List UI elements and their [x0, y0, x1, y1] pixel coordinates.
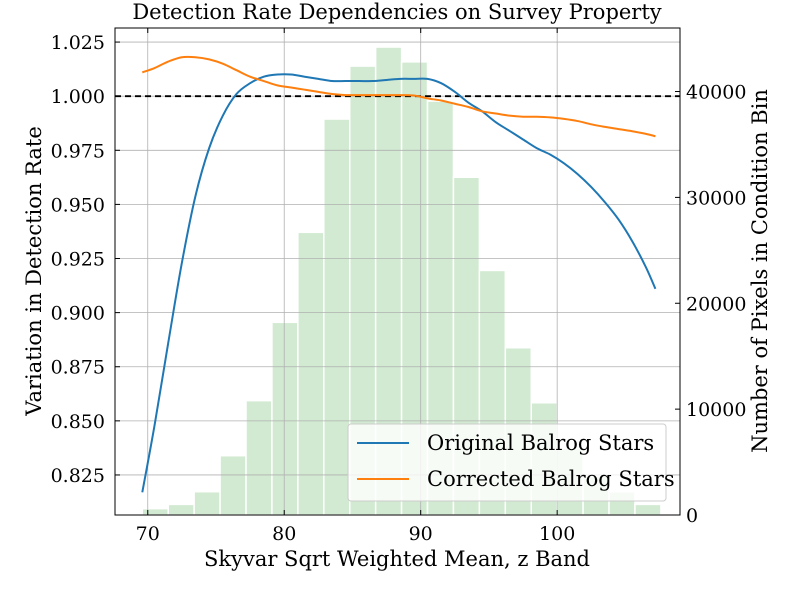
chart-title: Detection Rate Dependencies on Survey Pr… [132, 0, 661, 24]
y-tick-label: 0.900 [51, 303, 105, 325]
y2-tick-label: 40000 [686, 82, 746, 104]
histogram-bar [219, 454, 247, 516]
histogram-bar [297, 231, 325, 516]
y2-tick-label: 20000 [686, 293, 746, 315]
y-tick-label: 1.000 [51, 86, 105, 108]
y2-tick-label: 0 [686, 505, 698, 527]
x-tick-label: 90 [409, 523, 433, 545]
tick-marks [115, 28, 680, 516]
x-tick-label: 80 [272, 523, 296, 545]
histogram-bar [323, 118, 351, 516]
y-tick-label: 0.950 [51, 194, 105, 216]
series-line-original [141, 73, 657, 493]
series-lines [141, 55, 657, 493]
histogram-bar [634, 503, 662, 516]
y2-tick-label: 10000 [686, 399, 746, 421]
y-tick-label: 0.825 [51, 465, 105, 487]
y-axis-label: Variation in Detection Rate [22, 126, 46, 417]
plot-frame [114, 27, 681, 516]
legend-box [347, 423, 667, 502]
x-tick-label: 100 [539, 523, 575, 545]
legend: Original Balrog Stars Corrected Balrog S… [347, 423, 675, 502]
histogram-bar [193, 490, 221, 516]
histogram-bar [141, 507, 169, 516]
y-tick-labels: 0.825 0.850 0.875 0.900 0.925 0.950 0.975 1.000… [51, 32, 105, 487]
histogram-bar [167, 503, 195, 516]
y-tick-label: 0.975 [51, 140, 105, 162]
y2-tick-label: 30000 [686, 187, 746, 209]
y-tick-label: 0.875 [51, 357, 105, 379]
legend-label-original: Original Balrog Stars [427, 431, 654, 455]
y-tick-label: 1.025 [51, 32, 105, 54]
y-tick-label: 0.925 [51, 249, 105, 271]
x-axis-label: Skyvar Sqrt Weighted Mean, z Band [204, 547, 590, 571]
legend-label-corrected: Corrected Balrog Stars [427, 467, 675, 491]
y2-tick-labels: 0 10000 20000 30000 40000 [686, 82, 746, 527]
y2-axis-label: Number of Pixels in Condition Bin [748, 89, 772, 453]
y-tick-label: 0.850 [51, 411, 105, 433]
histogram-bar [245, 399, 273, 516]
series-line-corrected [141, 55, 656, 138]
histogram-bar [271, 321, 299, 516]
x-tick-label: 70 [136, 523, 160, 545]
x-tick-labels: 70 80 90 100 [136, 523, 576, 545]
